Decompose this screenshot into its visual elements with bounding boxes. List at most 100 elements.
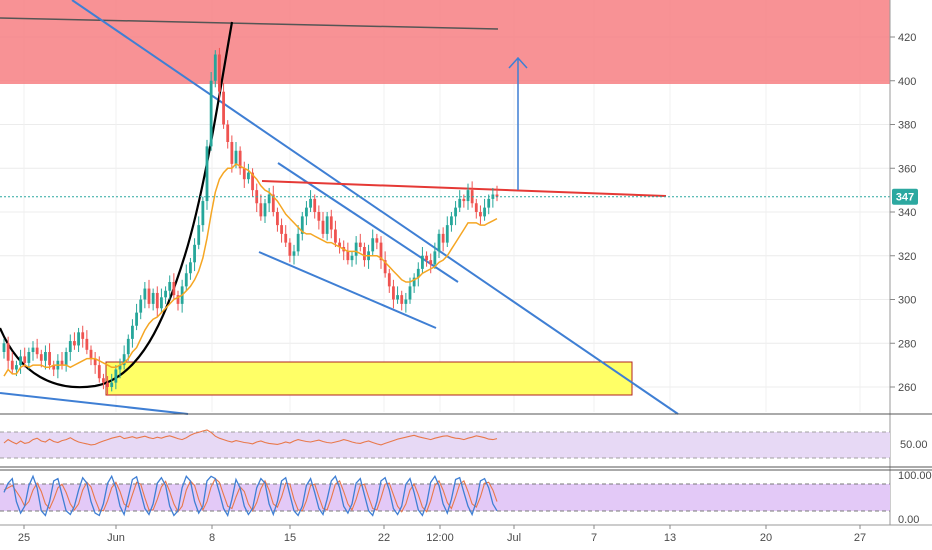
time-tick-label: 20 <box>760 532 772 544</box>
time-tick-label: 22 <box>378 532 390 544</box>
candle-body <box>271 194 275 212</box>
candle-body <box>102 378 105 383</box>
candle-body <box>135 312 138 326</box>
candle-body <box>68 341 72 352</box>
candle-body <box>263 203 267 217</box>
candle-body <box>52 365 56 370</box>
candle-body <box>334 229 337 243</box>
candle-body <box>44 352 47 361</box>
candle-body <box>317 212 321 221</box>
candle-body <box>89 349 93 359</box>
time-tick-label: 25 <box>18 532 30 544</box>
candle-body <box>60 360 64 366</box>
candle-body <box>280 225 283 234</box>
candle-body <box>209 80 213 147</box>
candle-body <box>338 242 341 247</box>
candle-body <box>106 382 109 387</box>
candle-body <box>421 255 424 269</box>
candle-body <box>31 347 35 352</box>
candle-body <box>238 150 242 169</box>
candle-body <box>284 233 288 243</box>
time-axis[interactable]: 25 Jun 8 15 22 12:00 Jul 7 13 20 27 <box>18 525 866 544</box>
candle-body <box>305 207 308 217</box>
price-axis-bg <box>890 0 932 525</box>
candle-body <box>458 198 462 208</box>
rsi-axis-label: 50.00 <box>900 439 928 451</box>
candle-body <box>201 201 205 226</box>
target-arrow <box>508 56 528 190</box>
price-tick-label: 340 <box>898 207 916 219</box>
top-trendline <box>0 17 499 30</box>
candle-body <box>479 212 482 217</box>
candle-body <box>416 268 420 278</box>
candle-body <box>400 295 404 304</box>
candle-body <box>363 247 366 261</box>
time-tick-label: 13 <box>664 532 676 544</box>
stoch-d-line <box>3 477 498 513</box>
price-tick-label: 260 <box>898 382 916 394</box>
candle-body <box>350 255 354 261</box>
candle-body <box>412 277 416 287</box>
candle-body <box>259 203 263 217</box>
candle-body <box>487 198 491 208</box>
candle-body <box>160 297 163 309</box>
candle-body <box>155 292 159 309</box>
resistance-line <box>261 180 667 197</box>
candle-body <box>474 203 478 212</box>
candle-body <box>433 251 437 265</box>
candle-body <box>39 354 43 361</box>
candle-body <box>126 338 130 355</box>
time-tick-label: 12:00 <box>426 532 454 544</box>
candle-body <box>139 299 143 313</box>
supply-zone <box>0 0 890 84</box>
candle-body <box>292 251 296 256</box>
candle-body <box>222 91 225 125</box>
flag-lower-line <box>258 251 437 329</box>
candle-body <box>48 352 51 366</box>
candle-body <box>267 194 271 204</box>
candle-body <box>309 198 312 208</box>
candle-body <box>131 325 134 339</box>
candle-body <box>404 299 408 304</box>
candle-body <box>392 286 395 300</box>
candle-body <box>247 172 250 180</box>
candle-body <box>300 216 304 234</box>
candle-body <box>379 242 383 261</box>
lower-left-trendline <box>0 392 189 415</box>
candle-body <box>354 242 358 256</box>
candle-body <box>27 352 31 363</box>
rsi-line <box>3 429 498 446</box>
candle-body <box>441 233 445 243</box>
candle-body <box>10 360 14 370</box>
candle-body <box>454 207 457 217</box>
price-axis[interactable]: 260 280 300 320 340 360 380 400 420 <box>890 32 916 394</box>
candle-body <box>288 242 292 256</box>
candle-body <box>118 365 122 370</box>
candle-body <box>230 142 234 164</box>
candle-body <box>172 282 176 296</box>
demand-zone <box>105 361 633 396</box>
candle-body <box>2 343 6 352</box>
candle-body <box>122 354 126 366</box>
candle-body <box>73 341 76 346</box>
time-tick-label: 8 <box>209 532 215 544</box>
candle-body <box>450 216 453 226</box>
candle-body <box>408 286 412 300</box>
candle-body <box>371 238 375 252</box>
last-price-badge-bg <box>892 188 918 205</box>
cup-curve <box>0 21 234 389</box>
descending-trendline <box>71 0 679 415</box>
price-tick-label: 380 <box>898 120 916 132</box>
candle-body <box>151 292 155 304</box>
candle-body <box>313 198 317 212</box>
candle-body <box>176 295 180 304</box>
candle-body <box>375 238 379 243</box>
candle-body <box>19 356 22 366</box>
candle-body <box>425 255 428 261</box>
candle-body <box>97 365 101 379</box>
price-tick-label: 280 <box>898 338 916 350</box>
candle-body <box>226 124 230 142</box>
candle-body <box>205 146 209 202</box>
